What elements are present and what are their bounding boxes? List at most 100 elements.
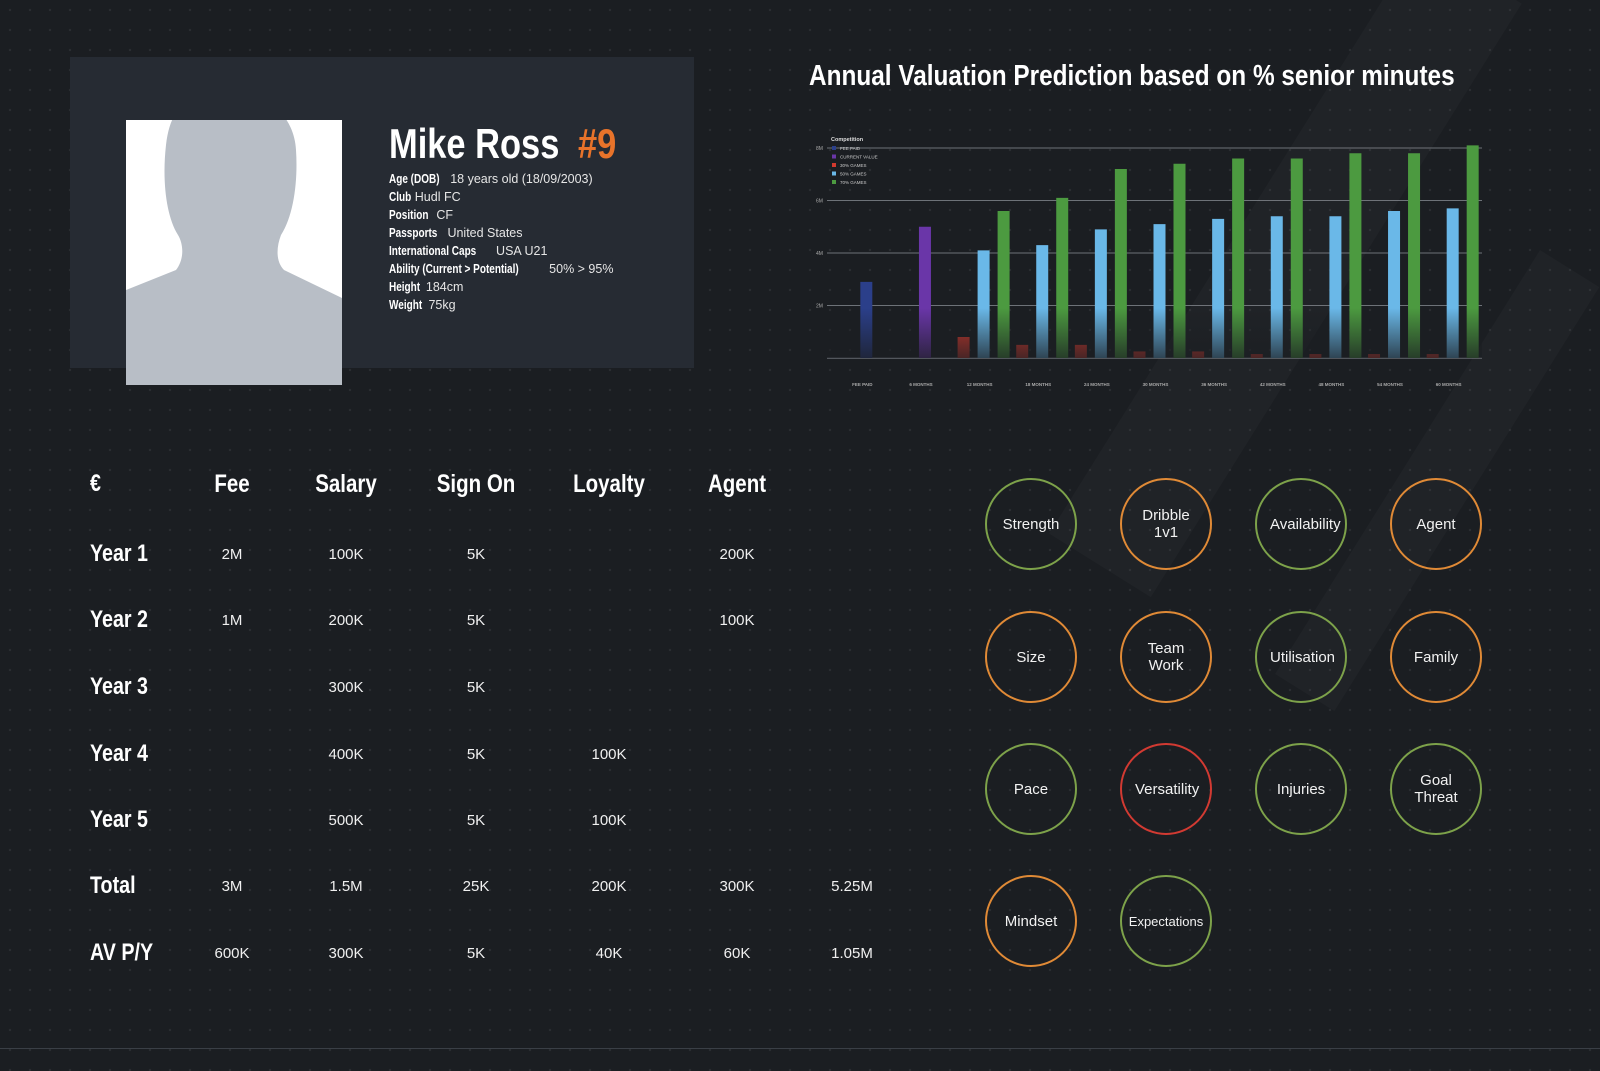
row-label: AV P/Y [90,939,154,966]
detail-row: Ability (Current > Potential) 50% > 95% [389,260,613,278]
attribute-circle: Utilisation [1255,611,1347,703]
detail-row: Club Hudl FC [389,188,613,206]
y-tick-label: 4M [816,251,823,257]
attribute-circle: Injuries [1255,743,1347,835]
attribute-label: Pace [1013,780,1049,798]
table-cell: 300K [719,878,755,895]
x-tick-label: 42 MONTHS [1260,382,1286,387]
x-tick-label: 60 MONTHS [1436,382,1462,387]
detail-value: 75kg [428,298,456,312]
x-tick-label: 6 MONTHS [909,382,932,387]
bar-fade-overlay [827,308,1482,358]
detail-label: Age (DOB) [389,172,440,186]
column-header: Fee [214,470,250,498]
attribute-circle: Strength [985,478,1077,570]
attribute-label: Goal Threat [1414,772,1458,806]
attribute-label: Availability [1270,515,1341,533]
legend-swatch [832,154,836,159]
x-tick-label: 36 MONTHS [1201,382,1227,387]
legend-swatch [832,146,836,150]
detail-value: 184cm [425,280,464,294]
chart-bar [1466,145,1479,358]
attribute-label: Injuries [1276,780,1326,798]
table-cell: 100K [328,546,364,563]
table-cell: 5K [466,546,486,563]
detail-label: Height [389,280,421,294]
attribute-label: Expectations [1128,913,1204,929]
legend-label: 30% GAMES [840,163,867,168]
detail-row: International Caps USA U21 [389,242,613,260]
table-cell: 1.5M [329,878,363,895]
detail-label: International Caps [389,244,477,258]
row-label: Year 5 [90,806,149,833]
legend-title: Competition [831,137,864,143]
legend-label: CURRENT VALUE [840,155,878,160]
x-tick-label: 30 MONTHS [1143,382,1169,387]
avatar-silhouette-icon [126,120,342,385]
y-tick-label: 8M [816,146,823,152]
player-photo [126,120,342,385]
attribute-circle: Agent [1390,478,1482,570]
attribute-circle: Expectations [1120,875,1212,967]
attribute-label: Versatility [1135,780,1200,798]
player-number: #9 [578,120,617,167]
attribute-label: Utilisation [1270,648,1336,666]
row-label: Year 3 [90,673,149,700]
x-tick-label: 24 MONTHS [1084,382,1110,387]
detail-label: Passports [389,226,438,240]
table-cell: 60K [723,945,751,962]
detail-row: Passports United States [389,224,613,242]
table-cell: 40K [595,945,623,962]
attribute-circle: Dribble 1v1 [1120,478,1212,570]
row-label: Year 4 [90,740,149,767]
detail-value: CF [436,208,453,222]
table-cell: 400K [328,746,364,763]
player-name: Mike Ross [389,120,560,167]
attribute-label: Strength [1002,515,1060,533]
detail-value: 50% > 95% [549,262,614,276]
legend-label: FEE PAID [840,146,861,151]
table-cell: 5K [466,812,486,829]
detail-label: Position [389,208,429,222]
x-tick-label: FEE PAID [852,382,873,387]
detail-value: Hudl FC [414,190,461,204]
legend-label: 70% GAMES [840,180,867,185]
attribute-circle: Mindset [985,875,1077,967]
table-cell: 2M [221,546,243,563]
column-header: Loyalty [573,470,645,498]
detail-row: Age (DOB) 18 years old (18/09/2003) [389,170,613,188]
attribute-circle: Size [985,611,1077,703]
legend-swatch [832,163,836,167]
table-cell: 200K [719,546,755,563]
detail-label: Club [389,190,412,204]
attribute-circle: Versatility [1120,743,1212,835]
attribute-circle: Team Work [1120,611,1212,703]
detail-label: Ability (Current > Potential) [389,262,519,276]
attribute-circle: Family [1390,611,1482,703]
attribute-label: Family [1413,648,1459,666]
table-cell: 100K [719,612,755,629]
table-cell: 5.25M [831,878,873,895]
detail-value: USA U21 [496,244,548,258]
table-cell: 500K [328,812,364,829]
table-cell: 200K [328,612,364,629]
detail-label: Weight [389,298,423,312]
detail-row: Weight 75kg [389,296,613,314]
table-cell: 25K [462,878,490,895]
table-cell: 5K [466,945,486,962]
table-cell: 3M [221,878,243,895]
y-tick-label: 2M [816,304,823,310]
x-tick-label: 18 MONTHS [1025,382,1051,387]
table-cell: 5K [466,746,486,763]
legend-label: 50% GAMES [840,172,867,177]
y-tick-label: 6M [816,199,823,205]
column-header: Sign On [436,470,516,498]
x-tick-label: 12 MONTHS [967,382,993,387]
x-tick-label: 54 MONTHS [1377,382,1403,387]
attribute-circle: Pace [985,743,1077,835]
chart-bar [1408,153,1421,358]
legend-swatch [832,180,836,184]
x-tick-label: 48 MONTHS [1319,382,1345,387]
attribute-label: Dribble 1v1 [1142,507,1190,541]
attribute-circle: Availability [1255,478,1347,570]
